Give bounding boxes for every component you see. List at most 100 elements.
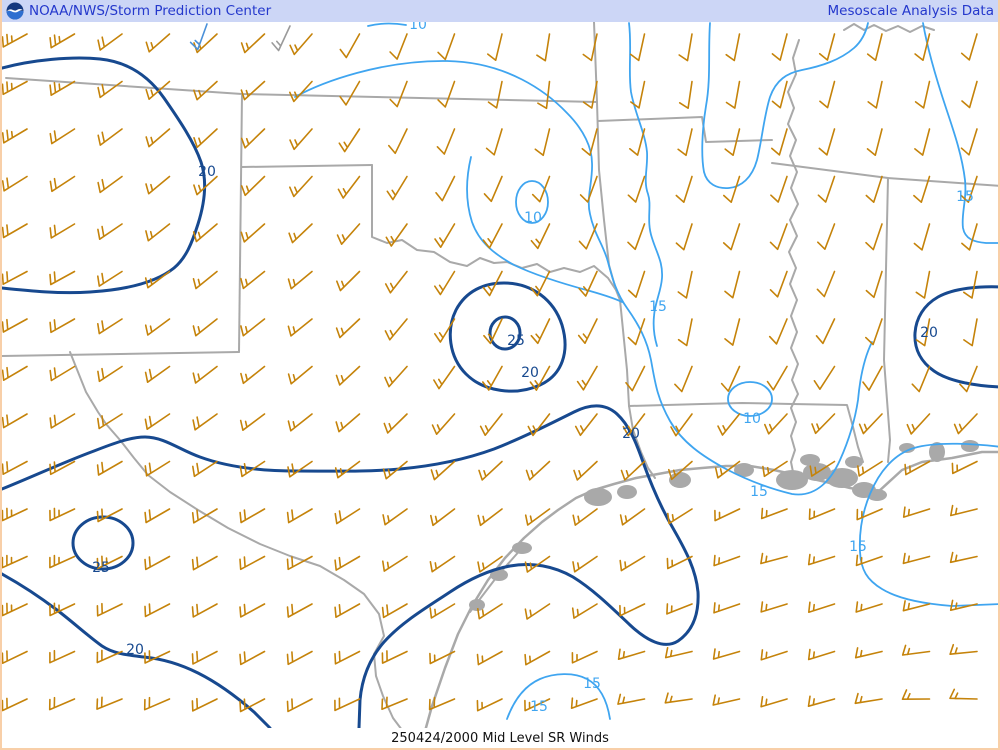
wind-barb: [766, 365, 788, 391]
wind-barb: [479, 413, 503, 436]
wind-barb: [431, 413, 456, 435]
border-red-river: [371, 164, 617, 291]
contour-10-closed-oklahoma: [515, 180, 549, 224]
wind-barb: [953, 413, 978, 435]
wind-barb: [530, 318, 551, 345]
wind-barb: [389, 33, 408, 60]
wind-barb: [388, 128, 408, 155]
wind-barb: [527, 413, 551, 437]
wind-barb: [381, 650, 408, 664]
wind-barb: [712, 694, 741, 706]
border-sabine-river: [628, 405, 656, 479]
wind-barb: [627, 270, 646, 298]
wind-barb: [627, 318, 646, 346]
wind-barb: [240, 175, 266, 197]
wind-barb: [382, 508, 408, 526]
wind-barb: [724, 128, 741, 156]
border-arkansas-west: [596, 101, 630, 407]
wind-barb: [525, 460, 551, 481]
wind-barb: [666, 555, 693, 570]
wind-barb: [384, 318, 408, 341]
contour-ok-inner-channel: [466, 156, 623, 303]
wind-barb: [524, 508, 551, 526]
wind-barb: [145, 223, 171, 242]
wind-barb: [2, 365, 28, 381]
wind-barb: [239, 603, 266, 618]
wind-barb: [435, 175, 456, 202]
wind-barb: [713, 554, 741, 567]
wind-barb: [96, 649, 123, 664]
wind-barb: [381, 696, 408, 710]
wind-barb: [191, 555, 218, 571]
river-mississippi: [787, 39, 800, 473]
wind-barb: [808, 508, 836, 520]
wind-barb: [49, 649, 76, 664]
coast-texas-louisiana: [420, 464, 876, 744]
wind-barb: [666, 603, 693, 615]
wind-barb: [629, 128, 646, 156]
wind-barb-field: [2, 23, 978, 713]
wind-barb: [913, 175, 931, 203]
wind-barb: [286, 650, 313, 666]
wind-barb: [2, 650, 28, 664]
wind-barb: [578, 223, 598, 250]
wind-barb: [2, 270, 28, 285]
wind-barb: [49, 175, 76, 193]
wind-barb: [287, 365, 313, 385]
wind-barb: [714, 508, 741, 522]
wind-barb: [854, 647, 883, 659]
wind-barb: [144, 603, 171, 618]
wind-barb: [571, 650, 598, 664]
wind-barb: [678, 80, 693, 109]
wind-barb: [389, 80, 408, 108]
wind-barb: [144, 365, 171, 383]
wind-barb: [49, 413, 76, 429]
wind-barb: [49, 460, 76, 476]
border-missouri-arkansas: [597, 116, 773, 143]
wind-barb: [144, 650, 171, 664]
wind-barb: [239, 508, 266, 524]
wind-barb: [191, 650, 218, 665]
wind-barb: [271, 25, 291, 52]
wind-barb: [334, 650, 361, 665]
wind-barb: [192, 270, 218, 290]
wind-barb: [571, 603, 598, 619]
wind-barb: [963, 270, 978, 299]
wind-barb: [433, 365, 456, 390]
wind-barb: [534, 128, 551, 157]
wind-barb: [192, 318, 218, 337]
strong-wind-contours: [2, 56, 998, 730]
contour-label-10: 10: [524, 210, 542, 226]
wind-barb: [914, 33, 931, 61]
wind-barb: [192, 365, 218, 384]
wind-barb: [723, 175, 741, 203]
wind-barb: [193, 128, 218, 149]
wind-barb: [760, 507, 788, 520]
wind-barb: [144, 413, 171, 430]
wind-barb: [760, 649, 788, 661]
wind-barb: [2, 318, 28, 333]
wind-barb: [145, 33, 171, 53]
wind-barb: [97, 223, 123, 240]
wind-barb: [49, 128, 76, 145]
wind-barb: [816, 270, 836, 298]
wind-barb: [240, 365, 266, 385]
border-mississippi-alabama: [883, 177, 891, 463]
wind-barb: [286, 603, 313, 618]
contour-label-20: 20: [198, 164, 216, 180]
contour-15-northeast: [922, 22, 998, 244]
wind-barb: [477, 603, 503, 620]
wind-barb: [906, 413, 931, 435]
wind-barb: [627, 175, 646, 203]
wind-barb: [2, 223, 28, 239]
wind-barb: [714, 460, 741, 479]
wind-barb: [96, 602, 123, 617]
wind-barb: [96, 555, 123, 570]
wind-barb: [762, 460, 788, 478]
wind-barb: [97, 365, 123, 383]
wind-barb: [334, 460, 361, 479]
wind-barb: [428, 696, 456, 711]
